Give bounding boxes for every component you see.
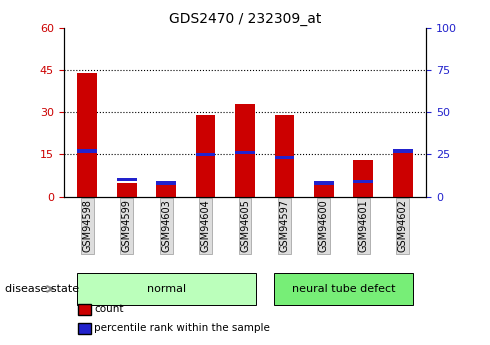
Text: normal: normal [147,284,186,294]
Bar [77,73,97,197]
Bar [156,185,176,197]
Text: GDS2470 / 232309_at: GDS2470 / 232309_at [169,12,321,26]
Bar [353,160,373,197]
Text: count: count [94,305,123,314]
Bar [156,181,176,185]
Bar [393,149,413,153]
Bar [274,156,294,159]
Bar [235,151,255,155]
Bar [117,183,137,197]
Bar [196,115,216,197]
Bar [77,149,97,153]
Bar [314,181,334,185]
Bar [353,180,373,183]
Text: disease state: disease state [5,284,79,294]
Bar [274,115,294,197]
Text: percentile rank within the sample: percentile rank within the sample [94,324,270,333]
Text: neural tube defect: neural tube defect [292,284,395,294]
Bar [314,183,334,197]
Bar [196,153,216,156]
Bar [393,151,413,197]
Bar [235,104,255,197]
Bar [117,178,137,181]
